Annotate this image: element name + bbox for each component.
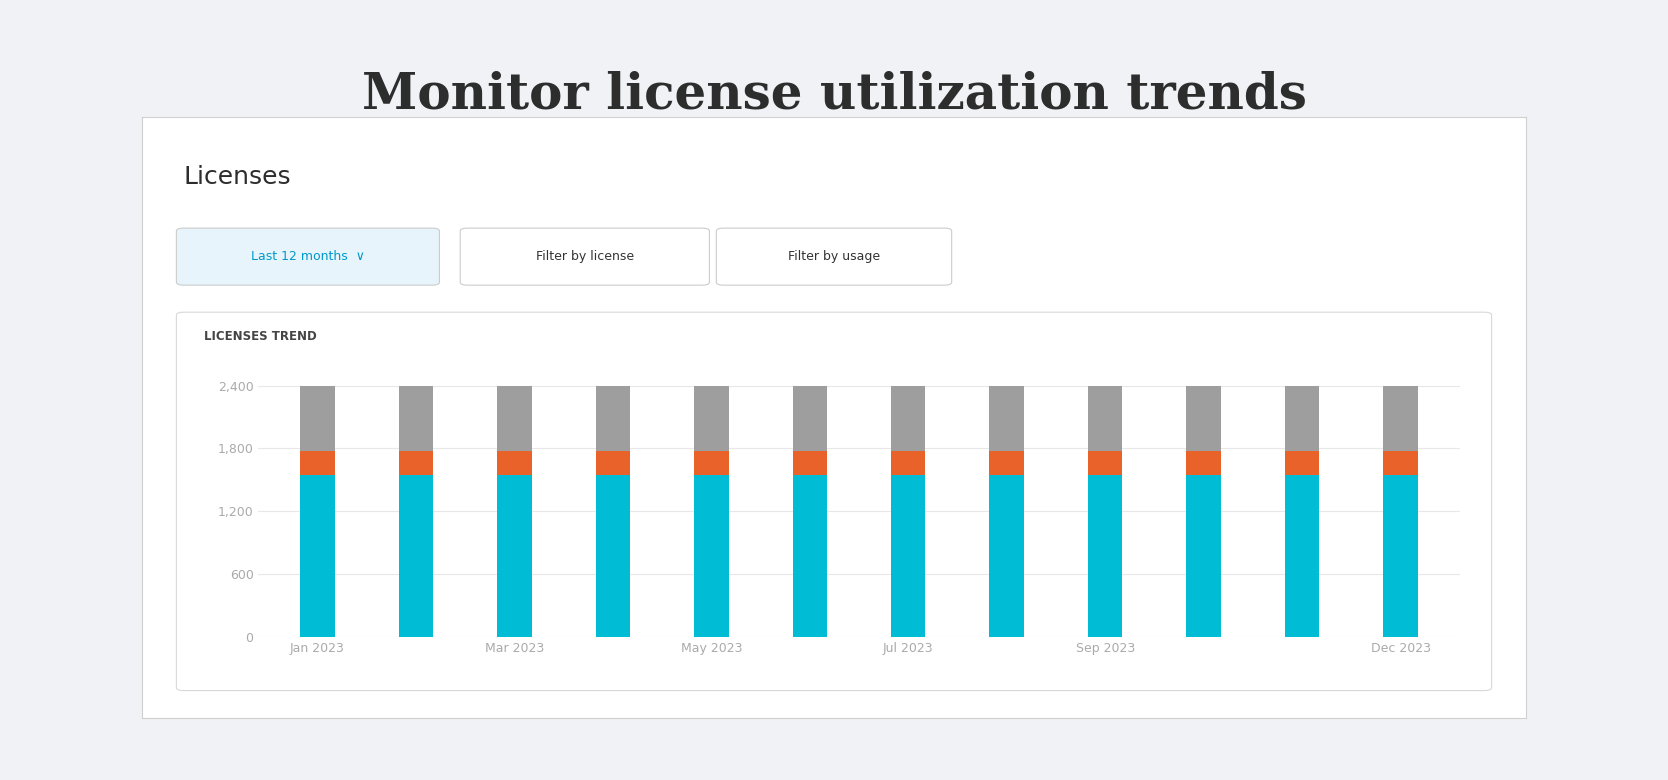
Bar [989, 474, 1024, 636]
Text: Last 12 months  ∨: Last 12 months ∨ [250, 250, 365, 263]
Bar [300, 474, 335, 636]
Text: Filter by usage: Filter by usage [787, 250, 881, 263]
Bar [1088, 451, 1123, 474]
Bar [595, 451, 631, 474]
Bar [595, 474, 631, 636]
Bar [989, 385, 1024, 451]
Bar [300, 385, 335, 451]
Bar [694, 385, 729, 451]
Text: Licenses: Licenses [183, 165, 290, 189]
Bar [1284, 385, 1319, 451]
Bar [792, 451, 827, 474]
Bar [300, 451, 335, 474]
Text: LICENSES TREND: LICENSES TREND [203, 330, 317, 343]
Bar [694, 474, 729, 636]
Bar [399, 451, 434, 474]
FancyBboxPatch shape [177, 312, 1491, 690]
Bar [891, 385, 926, 451]
Bar [1383, 451, 1418, 474]
Bar [1186, 474, 1221, 636]
Bar [1088, 474, 1123, 636]
Bar [891, 474, 926, 636]
Bar [891, 451, 926, 474]
Bar [497, 451, 532, 474]
FancyBboxPatch shape [460, 228, 709, 285]
Bar [497, 385, 532, 451]
Bar [1186, 451, 1221, 474]
Bar [694, 451, 729, 474]
Bar [1284, 474, 1319, 636]
Bar [1284, 451, 1319, 474]
Bar [1088, 385, 1123, 451]
Bar [1383, 385, 1418, 451]
Bar [1383, 474, 1418, 636]
FancyBboxPatch shape [177, 228, 439, 285]
Bar [399, 474, 434, 636]
Bar [595, 385, 631, 451]
Bar [792, 474, 827, 636]
Text: Filter by license: Filter by license [535, 250, 634, 263]
Bar [399, 385, 434, 451]
Text: Monitor license utilization trends: Monitor license utilization trends [362, 70, 1306, 119]
Bar [792, 385, 827, 451]
Bar [989, 451, 1024, 474]
Bar [497, 474, 532, 636]
FancyBboxPatch shape [716, 228, 952, 285]
Bar [1186, 385, 1221, 451]
